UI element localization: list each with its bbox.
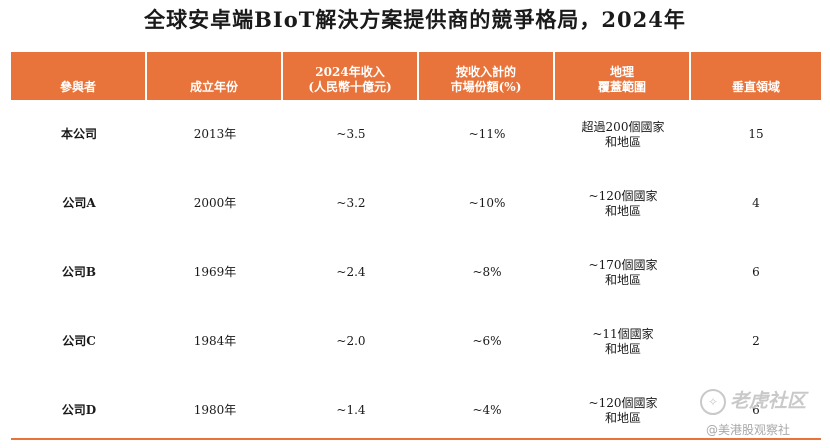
- market-share: ~11%: [468, 127, 506, 141]
- tiger-logo-icon: ✧: [700, 388, 726, 415]
- revenue-value: ~2.4: [336, 265, 366, 279]
- revenue-value: ~1.4: [336, 403, 366, 417]
- geo-coverage: ~120個國家 和地區: [588, 188, 658, 218]
- participant-name: 公司B: [61, 265, 97, 279]
- geo-coverage: ~11個國家 和地區: [592, 326, 654, 356]
- watermark-primary: ✧ 老虎社区: [700, 386, 806, 415]
- participant-name: 公司C: [62, 334, 96, 348]
- vertical-count: 6: [752, 403, 760, 417]
- bottom-divider: [11, 438, 821, 440]
- market-share: ~10%: [468, 196, 506, 210]
- participant-name: 本公司: [60, 127, 97, 141]
- header-row: 參與者 成立年份 2024年收入 (人民幣十億元) 按收入計的 市場份額(%) 地理…: [11, 52, 821, 100]
- table-row: 公司D 1980年 ~1.4 ~4% ~120個國家 和地區 6: [11, 376, 821, 445]
- market-share: ~4%: [472, 403, 502, 417]
- founded-year: 1984年: [193, 334, 237, 348]
- vertical-count: 15: [748, 127, 764, 141]
- market-share: ~8%: [472, 265, 502, 279]
- founded-year: 2013年: [193, 127, 237, 141]
- founded-year: 1969年: [193, 265, 237, 279]
- table-row: 公司B 1969年 ~2.4 ~8% ~170個國家 和地區 6: [11, 238, 821, 307]
- watermark-secondary: @美港股观察社: [706, 423, 791, 437]
- market-share: ~6%: [472, 334, 502, 348]
- revenue-value: ~3.2: [336, 196, 366, 210]
- table-row: 公司A 2000年 ~3.2 ~10% ~120個國家 和地區 4: [11, 169, 821, 238]
- header-geo-coverage: 地理 覆蓋範圍: [555, 52, 691, 100]
- competition-table: 參與者 成立年份 2024年收入 (人民幣十億元) 按收入計的 市場份額(%) 地理…: [11, 52, 821, 445]
- founded-year: 1980年: [193, 403, 237, 417]
- header-market-share: 按收入計的 市場份額(%): [419, 52, 555, 100]
- founded-year: 2000年: [193, 196, 237, 210]
- header-founded-year: 成立年份: [147, 52, 283, 100]
- vertical-count: 4: [752, 196, 760, 210]
- page-title: 全球安卓端BIoT解決方案提供商的競爭格局，2024年: [144, 7, 686, 32]
- table-row: 公司C 1984年 ~2.0 ~6% ~11個國家 和地區 2: [11, 307, 821, 376]
- geo-coverage: 超過200個國家 和地區: [581, 119, 665, 149]
- participant-name: 公司D: [61, 403, 97, 417]
- participant-name: 公司A: [62, 196, 96, 210]
- vertical-count: 2: [752, 334, 760, 348]
- header-verticals: 垂直領域: [691, 52, 821, 100]
- revenue-value: ~3.5: [336, 127, 366, 141]
- table-row: 本公司 2013年 ~3.5 ~11% 超過200個國家 和地區 15: [11, 100, 821, 169]
- geo-coverage: ~120個國家 和地區: [588, 395, 658, 425]
- header-revenue: 2024年收入 (人民幣十億元): [283, 52, 419, 100]
- geo-coverage: ~170個國家 和地區: [588, 257, 658, 287]
- vertical-count: 6: [752, 265, 760, 279]
- header-participant: 參與者: [11, 52, 147, 100]
- revenue-value: ~2.0: [336, 334, 366, 348]
